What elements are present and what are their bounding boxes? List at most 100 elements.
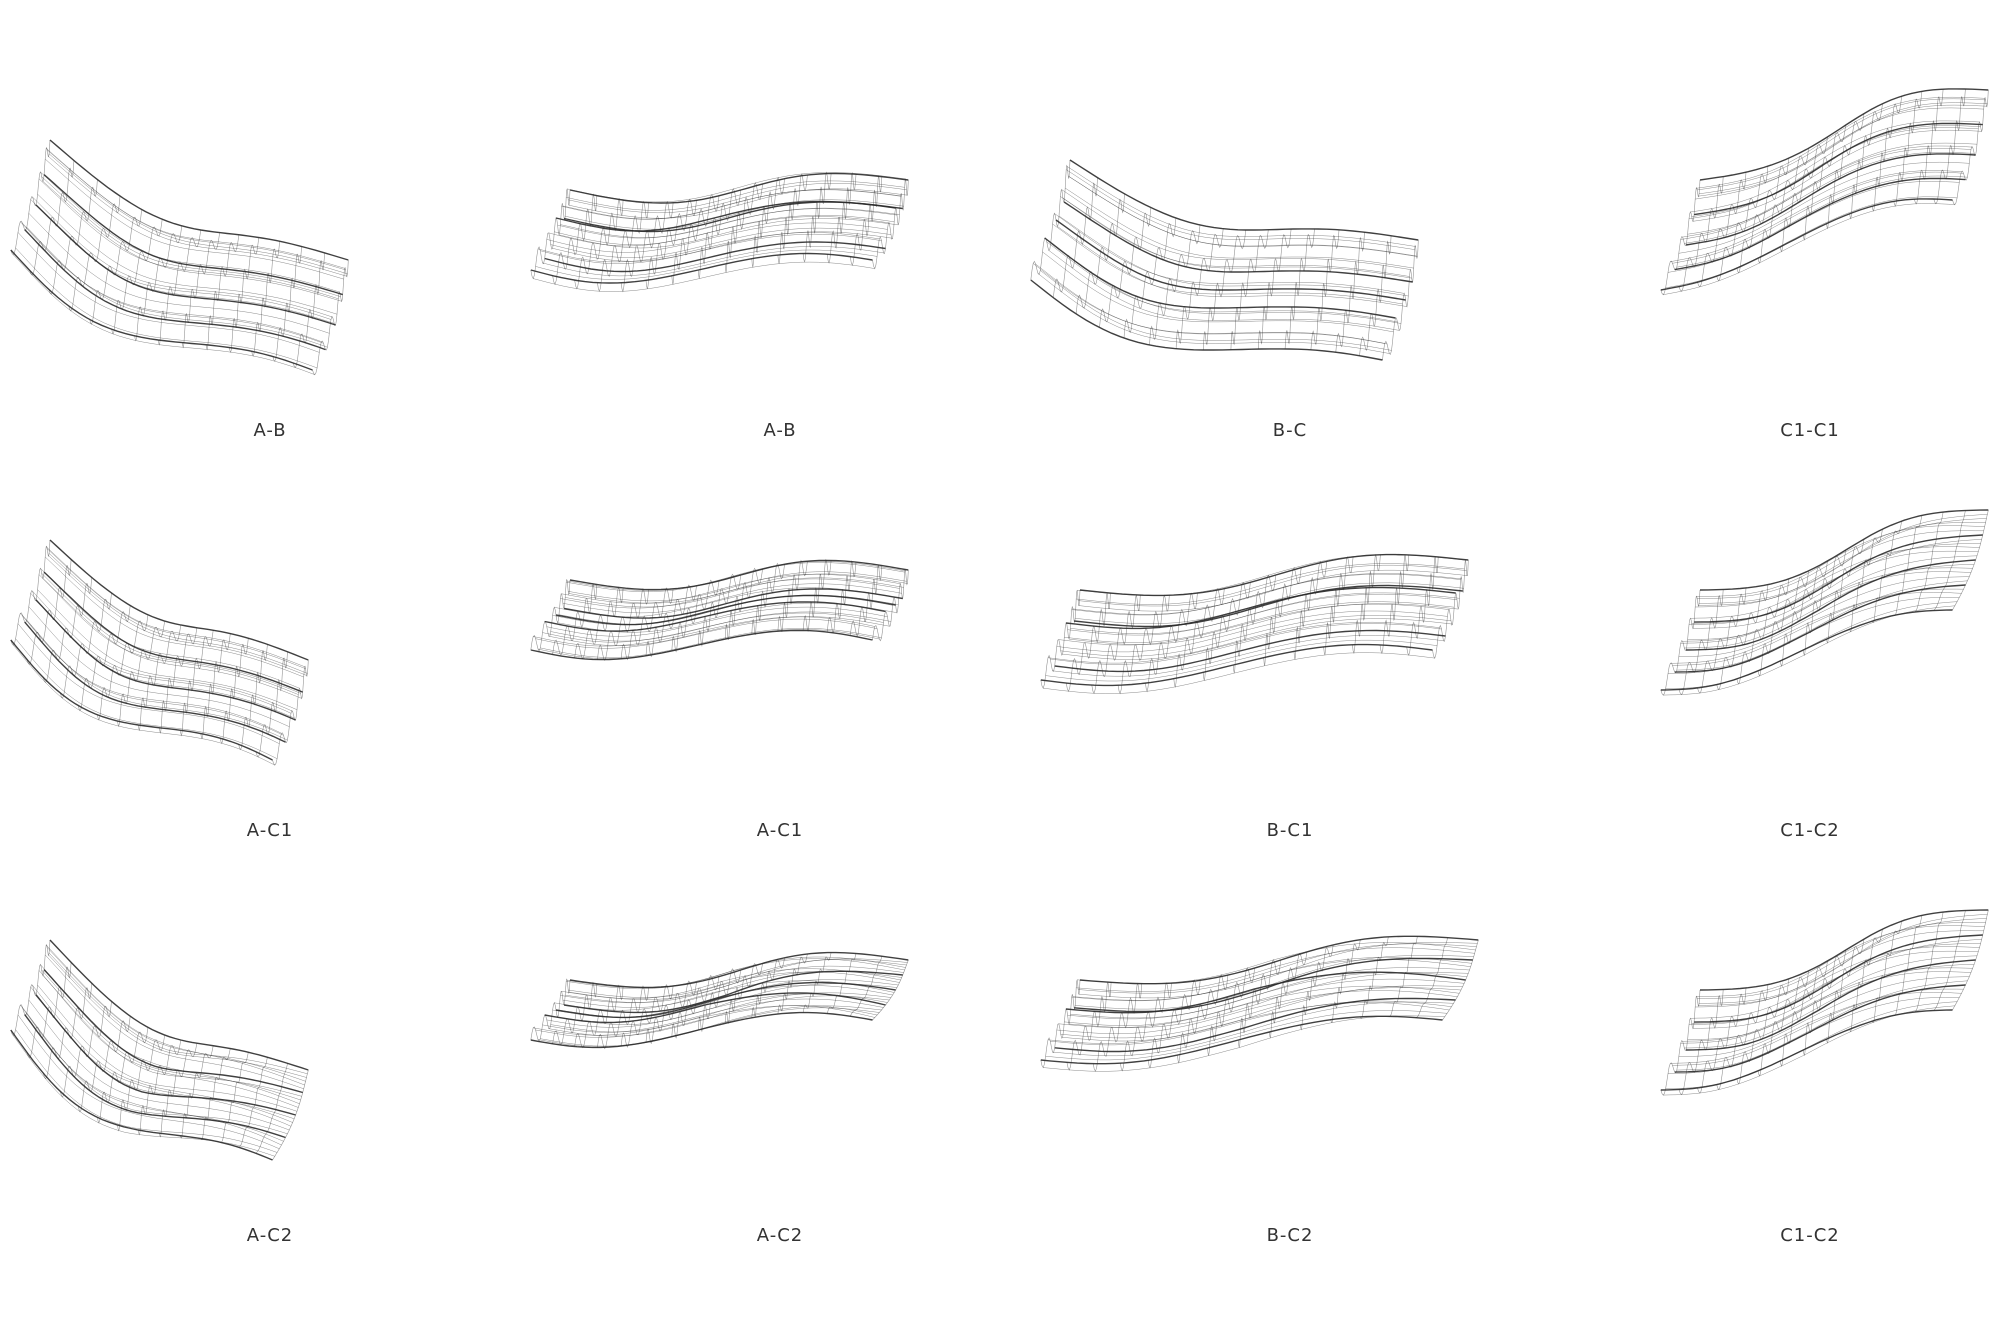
panel-r1c3: B-C [1030, 120, 1540, 540]
wire-section [826, 953, 857, 1014]
wire-strand [1033, 263, 1385, 344]
wire-section [777, 173, 808, 264]
wireframe-surface [1030, 159, 1419, 361]
wire-section [1803, 124, 1847, 241]
wire-section [1388, 936, 1418, 1018]
wire-section [1780, 560, 1828, 667]
wire-strand [1045, 639, 1438, 682]
wire-strand [1050, 623, 1442, 665]
wire-section [1202, 581, 1251, 681]
panel-label: A-C2 [756, 1225, 804, 1246]
wire-section [1175, 228, 1224, 349]
wire-strand [1694, 934, 1983, 1023]
wireframe-surface [530, 558, 909, 661]
wire-section [1300, 944, 1334, 1031]
wire-section [751, 176, 785, 268]
wire-section [574, 984, 624, 1049]
wire-section [849, 175, 883, 267]
wire-strand [48, 153, 348, 275]
wire-section [1040, 979, 1081, 1069]
wire-section [530, 978, 571, 1042]
wire-section [1203, 229, 1247, 351]
wire-section [849, 956, 883, 1017]
wire-section [530, 188, 571, 280]
wire-strand [43, 969, 303, 1094]
wire-section [180, 1045, 214, 1139]
wire-section [1893, 915, 1923, 1017]
wire-section [272, 246, 302, 362]
wire-section [255, 1063, 288, 1154]
wireframe-surface [1660, 509, 1989, 696]
wire-section [849, 564, 883, 637]
wire-strand [548, 616, 890, 647]
wire-section [1053, 177, 1098, 298]
panel-label: C1-C2 [1780, 820, 1840, 841]
panel-label: B-C1 [1266, 820, 1314, 841]
wire-section [1330, 939, 1361, 1024]
wire-section [1382, 239, 1419, 361]
wire-strand [1065, 187, 1414, 269]
wire-strand [1068, 176, 1418, 257]
wire-section [1145, 592, 1198, 693]
wire-section [597, 200, 649, 293]
wire-section [1716, 166, 1769, 282]
wire-section [68, 196, 121, 312]
wire-strand [43, 174, 343, 296]
wire-strand [49, 539, 309, 661]
wire-strand [563, 970, 903, 1014]
wire-strand [49, 939, 309, 1071]
wire-section [138, 1039, 182, 1136]
wire-section [620, 984, 674, 1048]
wire-section [802, 558, 832, 633]
wire-section [200, 633, 231, 740]
wire-strand [12, 1035, 275, 1157]
wireframe-surface [530, 951, 909, 1050]
wire-strand [17, 1014, 280, 1150]
wire-section [724, 182, 763, 273]
wire-section [182, 232, 220, 349]
wire-section [1310, 229, 1340, 350]
wire-section [10, 539, 51, 646]
wire-section [645, 584, 697, 658]
wire-section [1238, 959, 1282, 1048]
wire-section [78, 605, 131, 712]
wire-section [1914, 89, 1944, 205]
wire-section [238, 1057, 268, 1148]
wire-section [89, 209, 142, 325]
wire-strand [542, 612, 884, 643]
wire-section [698, 573, 742, 647]
wire-section [1757, 570, 1809, 677]
wire-strand [1042, 251, 1394, 333]
wire-section [42, 983, 92, 1080]
wire-section [1678, 589, 1724, 696]
wire-section [1849, 103, 1883, 220]
wireframe-surface [1040, 553, 1469, 695]
wire-section [1952, 89, 1989, 206]
panel-r3c4: C1-C2 [1560, 909, 2000, 1340]
panel-label: A-C1 [246, 820, 294, 841]
panel-r2c2: A-C1 [530, 520, 1030, 940]
wire-strand [1696, 525, 1985, 597]
wire-section [1415, 937, 1448, 1018]
wire-strand [26, 227, 328, 348]
wire-section [1871, 521, 1902, 623]
wire-strand [1040, 1015, 1443, 1065]
wire-strand [40, 568, 300, 689]
wire-section [1091, 594, 1141, 694]
wire-section [620, 201, 674, 293]
wire-strand [1068, 175, 1417, 257]
wireframe-surface [10, 139, 349, 376]
wire-section [1893, 91, 1923, 207]
wire-section [48, 179, 98, 295]
wire-strand [1663, 1005, 1955, 1096]
wire-section [1849, 929, 1883, 1033]
wire-section [117, 620, 165, 727]
wire-strand [1698, 104, 1987, 197]
wire-strand [1030, 279, 1383, 361]
wireframe-surface [530, 171, 909, 293]
wireframe-surface [1040, 935, 1479, 1072]
wire-strand [1067, 166, 1416, 247]
wire-section [134, 225, 183, 342]
wire-strand [41, 969, 301, 1101]
wire-section [1736, 578, 1790, 685]
